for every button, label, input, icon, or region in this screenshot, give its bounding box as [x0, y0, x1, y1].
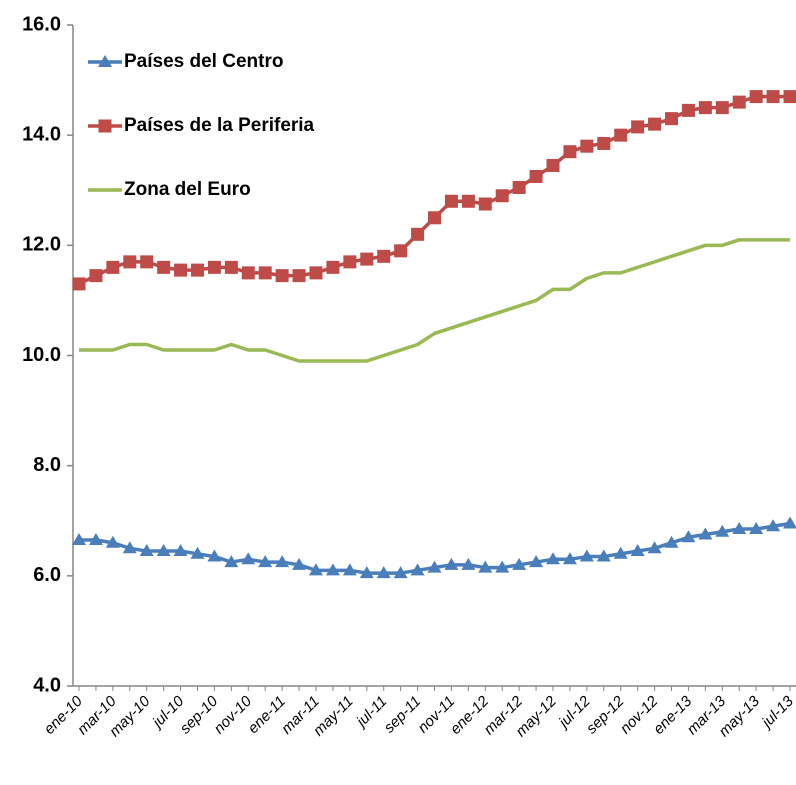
x-tick-label: jul-13 [757, 692, 796, 732]
data-marker [699, 101, 712, 114]
data-marker [157, 261, 170, 274]
series-line [79, 240, 790, 361]
data-marker [140, 255, 153, 268]
data-marker [445, 195, 458, 208]
data-marker [682, 104, 695, 117]
data-marker [496, 189, 509, 202]
data-marker [208, 261, 221, 274]
data-marker [479, 198, 492, 211]
data-marker [411, 228, 424, 241]
data-marker [597, 137, 610, 150]
data-marker [174, 264, 187, 277]
legend-label: Países del Centro [124, 51, 283, 72]
data-marker [293, 269, 306, 282]
legend-label: Países de la Periferia [124, 115, 315, 136]
data-marker [750, 90, 763, 103]
x-tick-label: sep-11 [381, 693, 425, 737]
y-tick-label: 10.0 [22, 344, 61, 366]
legend-label: Zona del Euro [124, 179, 251, 200]
y-tick-label: 8.0 [33, 454, 61, 476]
data-marker [513, 181, 526, 194]
data-marker [241, 552, 255, 564]
data-marker [716, 101, 729, 114]
legend: Países del Centro Países de la Periferia Z… [88, 51, 315, 200]
data-marker [665, 112, 678, 125]
data-marker [767, 90, 780, 103]
y-tick-label: 16.0 [22, 13, 61, 35]
data-marker [563, 145, 576, 158]
data-marker [733, 96, 746, 109]
series [79, 240, 790, 361]
data-marker [783, 517, 796, 529]
y-tick-label: 14.0 [22, 123, 61, 145]
data-marker [73, 277, 86, 290]
data-marker [343, 255, 356, 268]
series [72, 517, 796, 579]
data-marker [428, 211, 441, 224]
data-marker [530, 170, 543, 183]
data-marker [106, 261, 119, 274]
y-tick-label: 12.0 [22, 234, 61, 256]
data-marker [648, 118, 661, 131]
data-marker [614, 129, 627, 142]
data-marker [326, 261, 339, 274]
data-marker [276, 269, 289, 282]
data-marker [784, 90, 796, 103]
data-marker [394, 244, 407, 257]
data-marker [123, 255, 136, 268]
data-marker [547, 159, 560, 172]
data-marker [580, 140, 593, 153]
data-marker [631, 120, 644, 133]
data-marker [360, 253, 373, 266]
data-marker [377, 250, 390, 263]
data-marker [259, 266, 272, 279]
data-marker [310, 266, 323, 279]
y-tick-label: 6.0 [33, 564, 61, 586]
data-marker [225, 261, 238, 274]
data-marker [462, 195, 475, 208]
data-marker [191, 264, 204, 277]
y-tick-label: 4.0 [33, 674, 61, 696]
data-marker [89, 269, 102, 282]
data-marker [99, 120, 112, 133]
data-marker [242, 266, 255, 279]
